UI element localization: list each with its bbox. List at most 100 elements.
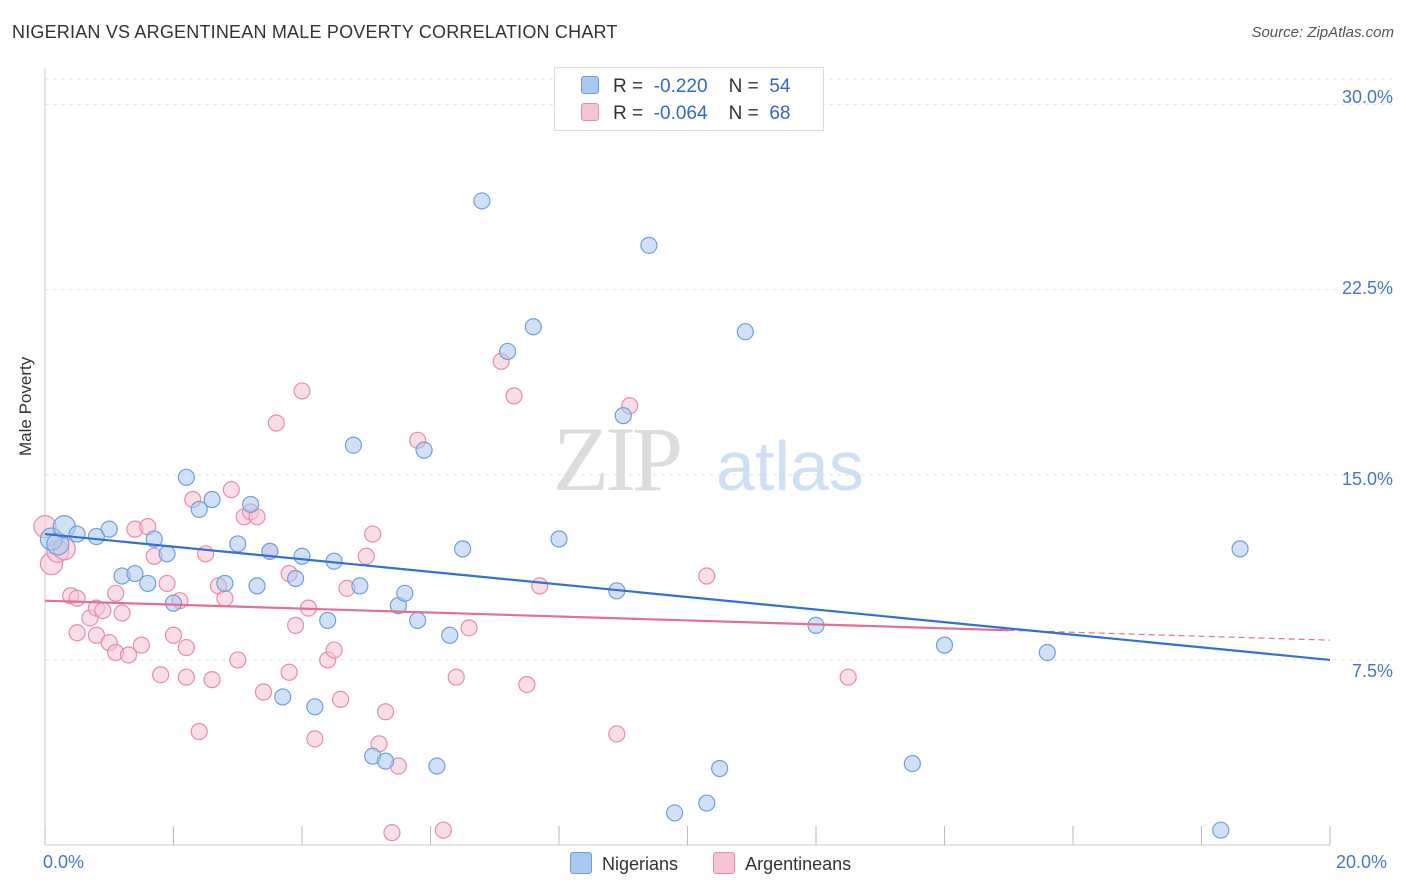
- x-tick-label: 0.0%: [43, 852, 85, 872]
- argentineans-point: [177, 668, 195, 686]
- n-value-nigerians: 54: [769, 76, 791, 97]
- argentineans-point: [216, 589, 234, 607]
- n-label: N =: [728, 76, 759, 97]
- nigerians-point: [274, 688, 292, 706]
- argentineans-point: [119, 646, 138, 664]
- gridlines: [45, 78, 1392, 661]
- argentineans-point: [531, 577, 549, 595]
- nigerians-point: [229, 535, 247, 553]
- argentineans-point: [229, 651, 247, 669]
- argentineans-trend-extension: [1008, 629, 1331, 641]
- r-label: R =: [613, 76, 644, 97]
- argentineans-swatch: [713, 852, 736, 874]
- nigerians-point: [409, 611, 427, 630]
- argentineans-point: [518, 675, 536, 694]
- legend-item-nigerians[interactable]: Nigerians: [570, 852, 678, 875]
- nigerians-swatch: [581, 76, 599, 94]
- nigerians-point: [293, 547, 311, 565]
- y-tick-label: 30.0%: [1341, 87, 1393, 107]
- argentineans-point: [839, 668, 857, 686]
- nigerians-point: [396, 584, 414, 602]
- nigerians-point: [158, 545, 176, 563]
- nigerians-trend-line: [44, 532, 1331, 662]
- nigerians-swatch: [570, 852, 592, 874]
- argentineans-point: [107, 584, 125, 602]
- argentineans-point: [608, 725, 626, 743]
- y-tick-label: 22.5%: [1341, 278, 1393, 298]
- watermark-atlas: atlas: [716, 427, 864, 505]
- nigerians-point: [524, 318, 542, 336]
- nigerians-point: [1038, 643, 1056, 662]
- argentineans-point: [434, 821, 452, 839]
- nigerians-point: [203, 490, 221, 509]
- y-axis-label: Male Poverty: [16, 356, 35, 456]
- nigerians-point: [177, 468, 195, 486]
- nigerians-point: [698, 794, 716, 812]
- argentineans-point: [460, 619, 478, 637]
- y-tick-label: 15.0%: [1341, 469, 1393, 489]
- argentineans-point: [68, 624, 86, 642]
- argentineans-point: [87, 626, 106, 644]
- nigerians-point: [903, 754, 921, 773]
- nigerians-points: [39, 192, 1249, 839]
- nigerians-point: [351, 577, 369, 595]
- nigerians-point: [248, 577, 266, 595]
- argentineans-point: [357, 547, 375, 565]
- watermark-zip: ZIP: [553, 408, 680, 510]
- nigerians-point: [415, 441, 433, 459]
- argentineans-point: [698, 567, 716, 585]
- nigerians-point: [68, 525, 86, 543]
- nigerians-point: [550, 530, 568, 548]
- nigerians-point: [100, 520, 118, 538]
- argentineans-point: [447, 668, 465, 686]
- nigerians-point: [126, 564, 144, 583]
- series-legend: Nigerians Argentineans: [570, 852, 881, 875]
- nigerians-point: [286, 569, 305, 588]
- argentineans-point: [222, 481, 240, 499]
- argentineans-point: [158, 574, 176, 593]
- nigerians-point: [473, 192, 491, 210]
- argentineans-point: [152, 666, 170, 684]
- nigerians-point: [441, 626, 459, 644]
- argentineans-point: [331, 690, 350, 709]
- r-value-nigerians: -0.220: [653, 76, 708, 97]
- argentineans-point: [306, 730, 324, 748]
- trend-lines: [44, 532, 1331, 662]
- argentineans-point: [383, 824, 401, 842]
- argentineans-point: [293, 382, 311, 400]
- n-value-argentineans: 68: [769, 103, 791, 124]
- legend-label-nigerians: Nigerians: [602, 854, 679, 874]
- argentineans-point: [132, 636, 150, 654]
- nigerians-point: [344, 436, 362, 454]
- nigerians-point: [145, 530, 163, 548]
- nigerians-point: [640, 236, 658, 254]
- argentineans-point: [376, 703, 395, 721]
- r-label: R =: [613, 103, 644, 124]
- legend-item-argentineans[interactable]: Argentineans: [713, 852, 851, 875]
- nigerians-point: [242, 495, 260, 514]
- nigerians-point: [711, 759, 729, 778]
- nigerians-point: [454, 540, 472, 558]
- n-label: N =: [728, 103, 759, 124]
- x-tick-label: 20.0%: [1336, 852, 1388, 872]
- nigerians-point: [1212, 821, 1230, 839]
- argentineans-point: [364, 525, 382, 543]
- r-value-argentineans: -0.064: [653, 103, 708, 124]
- chart-title: NIGERIAN VS ARGENTINEAN MALE POVERTY COR…: [12, 22, 618, 42]
- argentineans-point: [94, 601, 112, 620]
- nigerians-point: [1231, 540, 1249, 558]
- argentineans-point: [325, 641, 343, 659]
- argentineans-point: [177, 638, 195, 657]
- nigerians-point: [139, 574, 157, 593]
- argentineans-point: [267, 414, 285, 432]
- stats-row-argentineans: R = -0.064 N = 68: [581, 103, 790, 125]
- argentineans-point: [203, 671, 221, 689]
- legend-label-argentineans: Argentineans: [745, 854, 852, 874]
- argentineans-point: [190, 722, 208, 741]
- nigerians-point: [319, 611, 337, 630]
- argentineans-trend-line: [44, 599, 1009, 632]
- argentineans-point: [113, 604, 131, 622]
- axes: [44, 68, 1331, 846]
- chart-source: Source: ZipAtlas.com: [1251, 24, 1394, 41]
